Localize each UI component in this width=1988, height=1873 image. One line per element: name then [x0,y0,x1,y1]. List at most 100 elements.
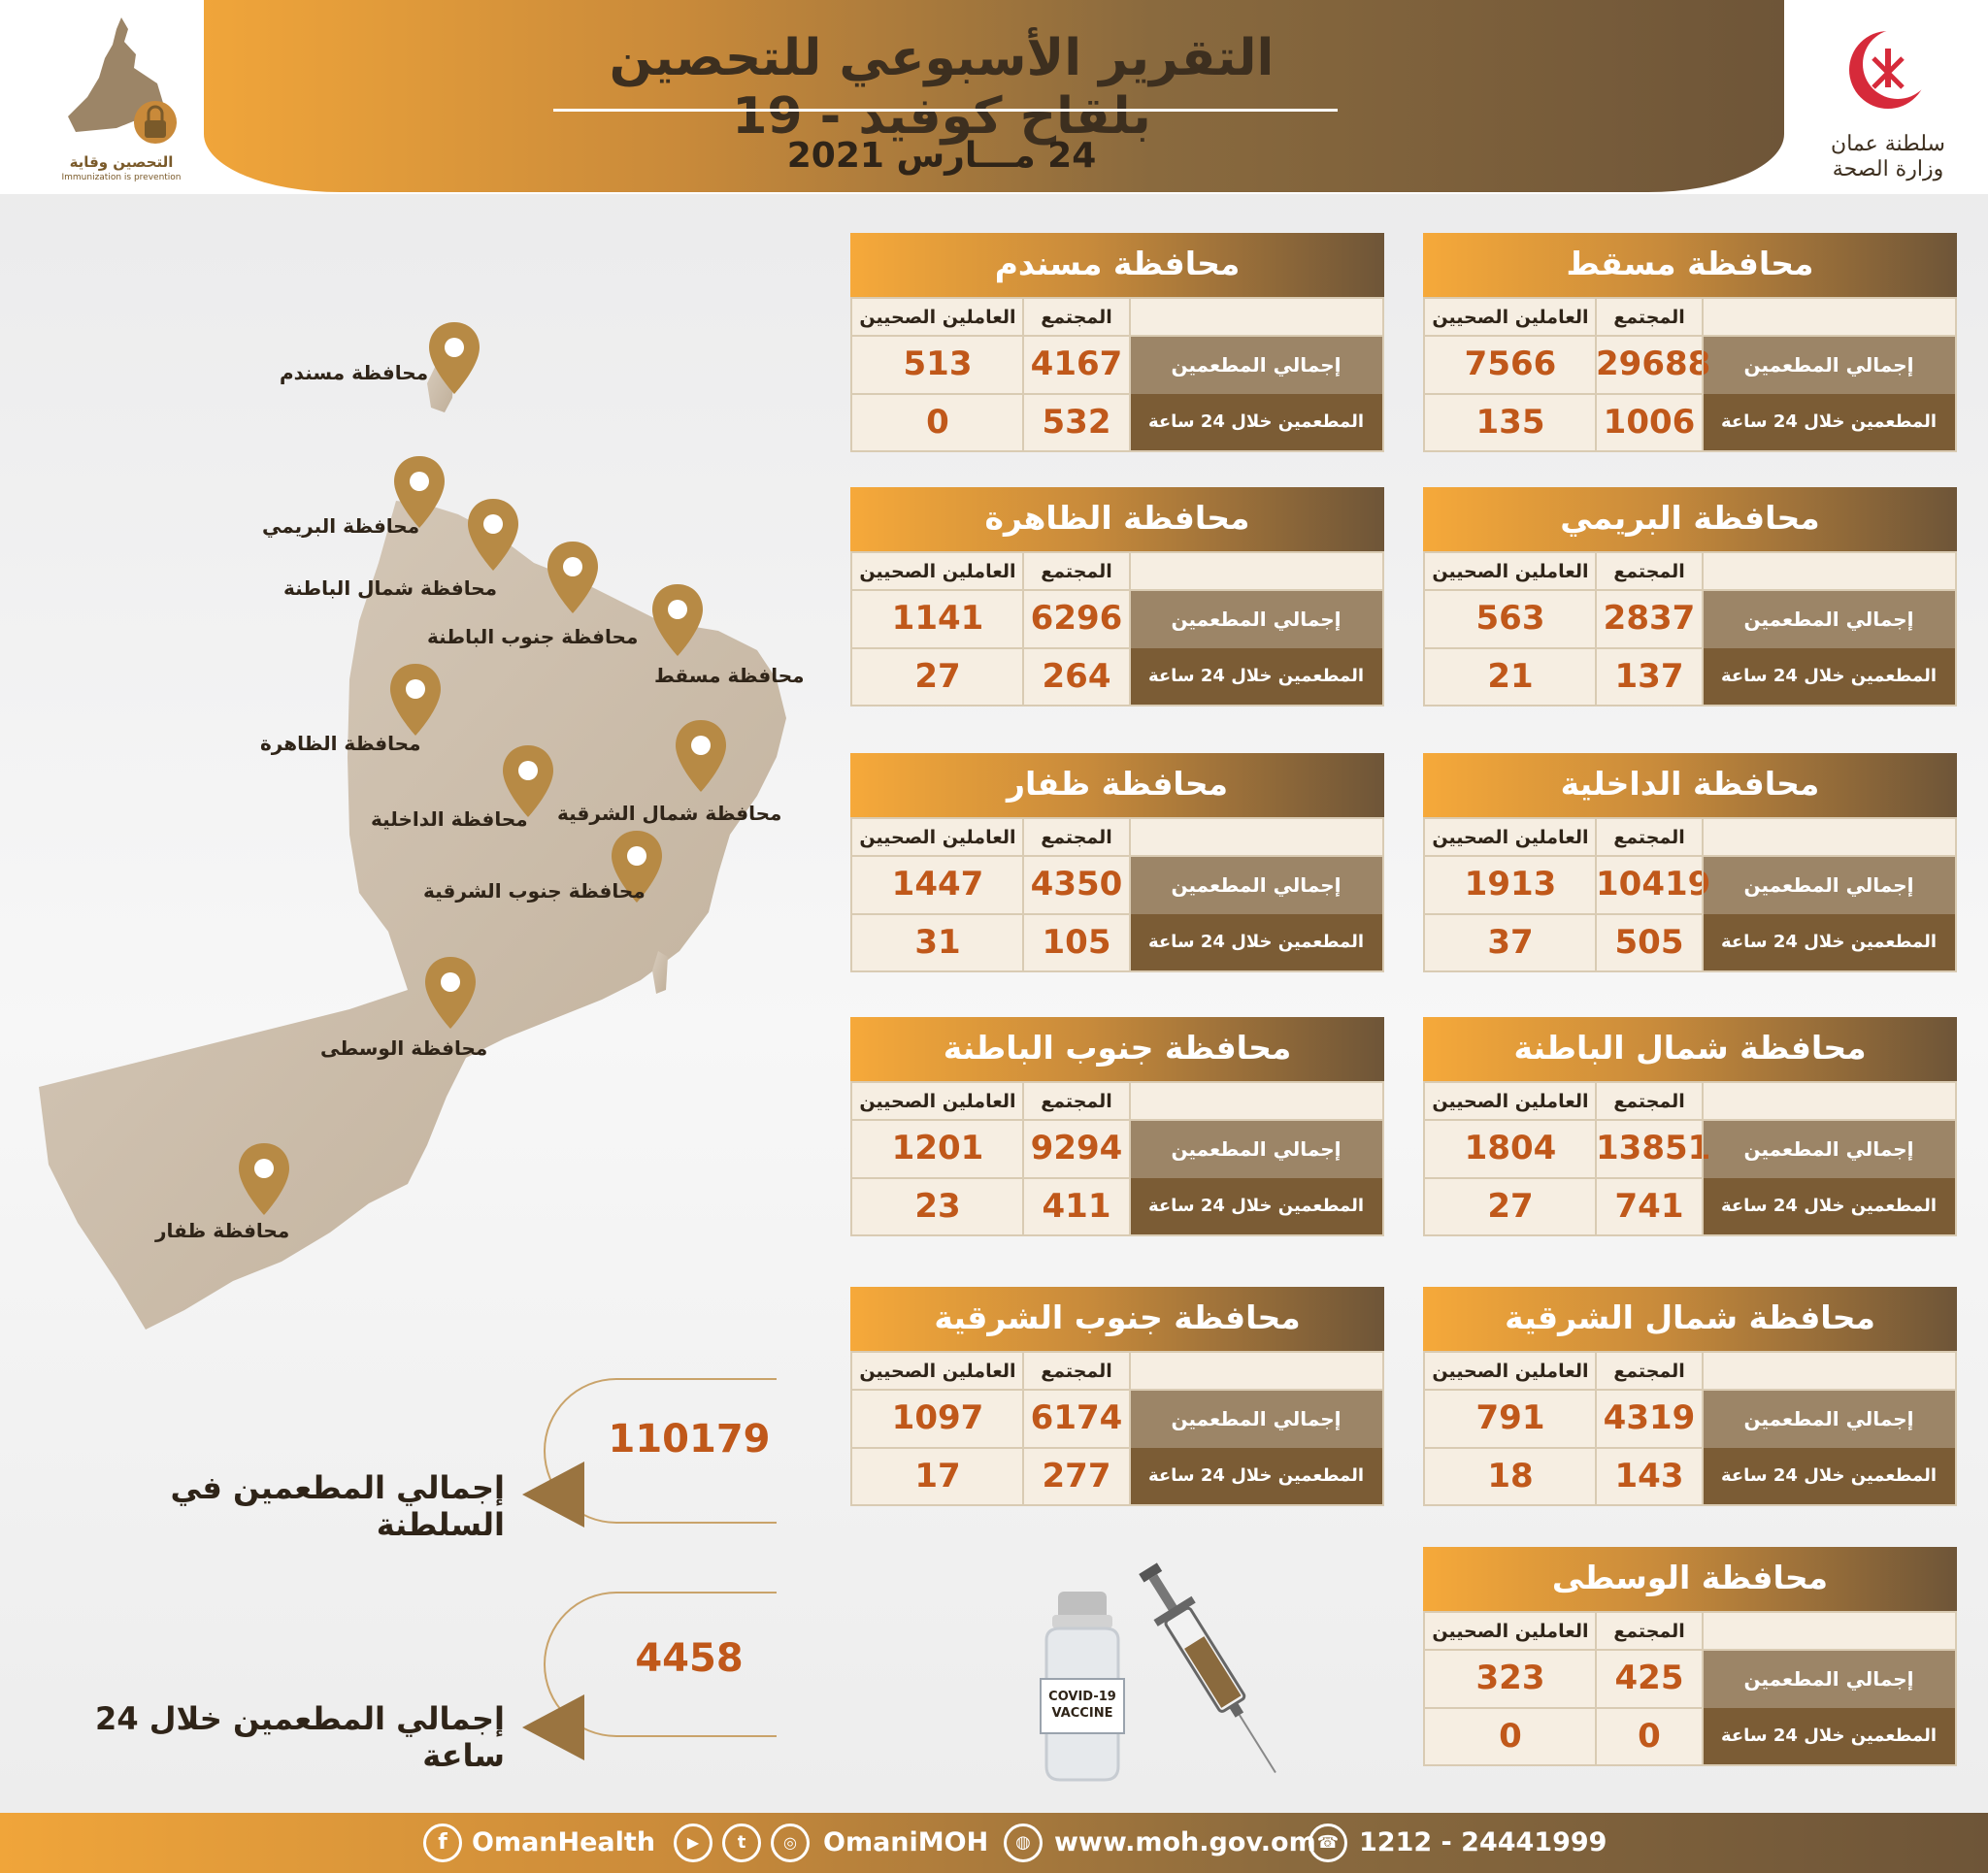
vaccine-illustration: COVID-19 VACCINE [1029,1543,1301,1795]
immunization-logo: التحصين وقاية Immunization is prevention [49,8,194,188]
card-table: العاملين الصحيين المجتمع إجمالي المطعمين… [850,1081,1384,1236]
facebook-handle[interactable]: OmanHealth [472,1827,656,1857]
total-health: 1097 [891,1398,984,1437]
social-handle[interactable]: OmaniMOH [823,1827,989,1857]
divider [1702,299,1704,450]
instagram-icon[interactable]: ◎ [771,1824,810,1862]
col-header-community: المجتمع [1041,1091,1112,1112]
total-community: 6296 [1030,599,1123,638]
card-title: محافظة الوسطى [1423,1547,1957,1611]
col-header-community: المجتمع [1613,1361,1685,1382]
total-health: 1804 [1464,1129,1557,1167]
north-sharqiyah-pin-icon [676,720,726,792]
divider [1129,819,1131,970]
total-health: 7566 [1464,345,1557,383]
total-sultanate: 110179 إجمالي المطعمين في السلطنة [78,1378,796,1562]
day-health: 31 [914,923,961,962]
buraimi-pin-icon [394,456,445,528]
col-header-community: المجتمع [1041,1361,1112,1382]
map-label-south-batinah: محافظة جنوب الباطنة [427,625,639,648]
divider [852,855,1382,857]
row-label-24h: المطعمين خلال 24 ساعة [1130,1178,1382,1234]
divider [1425,1389,1955,1391]
total-community: 29688 [1596,345,1711,383]
divider [852,1177,1130,1179]
col-header-community: المجتمع [1041,827,1112,848]
divider [1425,589,1955,591]
divider [1425,647,1703,649]
map-label-musandam: محافظة مسندم [280,361,429,384]
website-link[interactable]: www.moh.gov.om [1054,1827,1316,1857]
row-label-24h: المطعمين خلال 24 ساعة [1130,648,1382,705]
card-title: محافظة مسقط [1423,233,1957,297]
total-health: 1447 [891,865,984,904]
total-community: 2837 [1603,599,1696,638]
row-label-total: إجمالي المطعمين [1703,1650,1955,1708]
card-dhofar: محافظة ظفار العاملين الصحيين المجتمع إجم… [850,753,1384,972]
total-community: 4319 [1603,1398,1696,1437]
card-title: محافظة البريمي [1423,487,1957,551]
divider [1022,553,1024,705]
oman-map: محافظة مسندم محافظة البريمي محافظة شمال … [39,214,835,1349]
total-community: 425 [1614,1659,1684,1697]
col-header-health-workers: العاملين الصحيين [1432,827,1589,848]
south-sharqiyah-pin-icon [612,831,662,903]
total-24h-label: إجمالي المطعمين خلال 24 ساعة [95,1700,505,1774]
facebook-icon[interactable]: f [423,1824,462,1862]
youtube-icon[interactable]: ▶ [674,1824,712,1862]
north-batinah-pin-icon [468,499,518,571]
divider [852,393,1130,395]
row-label-total: إجمالي المطعمين [1130,590,1382,648]
total-community: 4167 [1030,345,1123,383]
divider [1425,913,1703,915]
twitter-icon[interactable]: t [722,1824,761,1862]
musandam-pin-icon [429,322,480,394]
header-band [204,0,1784,192]
total-community: 6174 [1030,1398,1123,1437]
phone-number[interactable]: 1212 - 24441999 [1359,1827,1607,1857]
card-south-sharqiyah: محافظة جنوب الشرقية العاملين الصحيين الم… [850,1287,1384,1506]
card-table: العاملين الصحيين المجتمع إجمالي المطعمين… [1423,1081,1957,1236]
divider [1425,335,1955,337]
col-header-health-workers: العاملين الصحيين [859,1091,1016,1112]
divider [852,913,1130,915]
col-header-community: المجتمع [1613,1091,1685,1112]
card-title: محافظة الظاهرة [850,487,1384,551]
dhofar-pin-icon [239,1143,289,1215]
divider [852,1119,1382,1121]
row-label-total: إجمالي المطعمين [1703,336,1955,394]
row-label-24h: المطعمين خلال 24 ساعة [1130,394,1382,450]
day-health: 21 [1487,657,1534,696]
logo-left-subtext: Immunization is prevention [61,173,182,182]
day-health: 18 [1487,1457,1534,1495]
card-title: محافظة جنوب الشرقية [850,1287,1384,1351]
divider [1129,299,1131,450]
card-title: محافظة مسندم [850,233,1384,297]
total-health: 1201 [891,1129,984,1167]
card-north-sharqiyah: محافظة شمال الشرقية العاملين الصحيين الم… [1423,1287,1957,1506]
day-health: 17 [914,1457,961,1495]
col-header-health-workers: العاملين الصحيين [1432,1361,1589,1382]
divider [1702,1083,1704,1234]
globe-icon: ◍ [1004,1824,1043,1862]
total-health: 323 [1475,1659,1545,1697]
divider [1702,1353,1704,1504]
map-label-south-sharqiyah: محافظة جنوب الشرقية [423,879,646,903]
col-header-health-workers: العاملين الصحيين [1432,561,1589,582]
day-community: 1006 [1603,403,1696,442]
card-title: محافظة ظفار [850,753,1384,817]
card-table: العاملين الصحيين المجتمع إجمالي المطعمين… [1423,297,1957,452]
divider [1129,1083,1131,1234]
card-buraimi: محافظة البريمي العاملين الصحيين المجتمع … [1423,487,1957,706]
day-community: 143 [1614,1457,1684,1495]
row-label-total: إجمالي المطعمين [1130,336,1382,394]
col-header-health-workers: العاملين الصحيين [1432,307,1589,328]
card-table: العاملين الصحيين المجتمع إجمالي المطعمين… [850,551,1384,706]
divider [1595,819,1597,970]
total-health: 563 [1475,599,1545,638]
triangle-pointer-icon [522,1462,584,1528]
divider [1702,819,1704,970]
map-label-north-batinah: محافظة شمال الباطنة [283,576,498,600]
col-header-health-workers: العاملين الصحيين [1432,1091,1589,1112]
total-community: 13851 [1596,1129,1711,1167]
